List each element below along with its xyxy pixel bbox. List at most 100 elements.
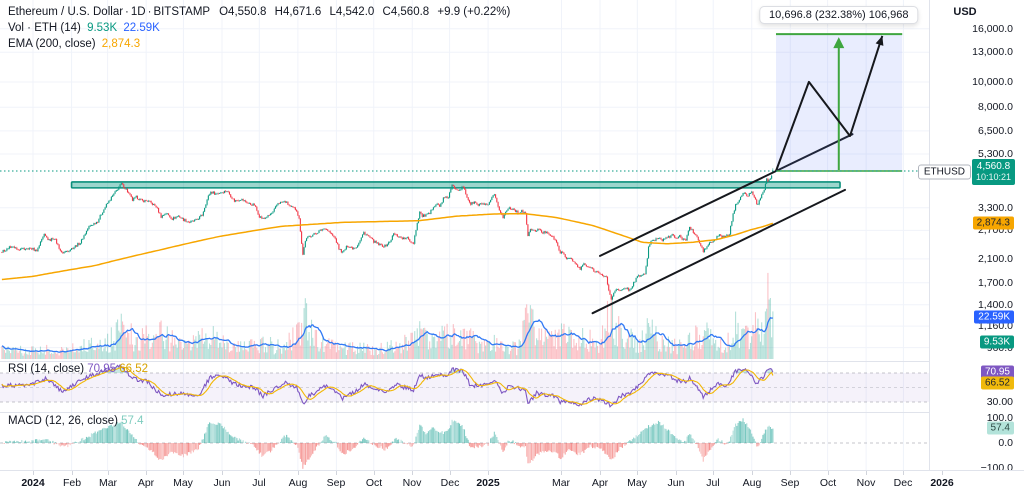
ema-line[interactable] (1, 212, 774, 281)
rsi-ma-line (1, 366, 774, 405)
time-axis-label: Sep (326, 477, 346, 489)
time-tick (298, 471, 299, 475)
last-price-value: 4,560.8 (976, 161, 1011, 172)
price-axis[interactable]: USD 16,000.0 13,000.0 10,000.0 8,000.0 6,500… (917, 0, 1024, 474)
time-axis-label: Jul (706, 477, 720, 489)
candles (1, 168, 774, 301)
time-axis-label: Jun (213, 477, 231, 489)
price-axis-label: 13,000.0 (972, 46, 1013, 58)
time-axis-label: Feb (62, 477, 82, 489)
time-axis-label: 2024 (21, 477, 45, 489)
channel-lower-trendline[interactable] (591, 188, 847, 315)
time-axis-label: Mar (98, 477, 118, 489)
time-axis-label: Jun (667, 477, 685, 489)
symbol-legend-row[interactable]: Ethereum / U.S. Dollar · 1D · BITSTAMP O4,55… (8, 6, 511, 18)
volume-badge: 9.53K (979, 335, 1014, 349)
time-tick (450, 471, 451, 475)
pane-separator[interactable] (0, 412, 1024, 413)
time-tick (33, 471, 34, 475)
ohlc-low: L4,542.0 (329, 6, 375, 18)
time-tick (600, 471, 601, 475)
volume-legend-row[interactable]: Vol · ETH (14) 9.53K 22.59K (8, 20, 510, 36)
grid (0, 0, 943, 470)
symbol-pill: ETHUSD (917, 164, 971, 180)
price-axis-label: 5,300.0 (977, 148, 1013, 160)
rsi-badge: 70.95 (980, 365, 1014, 379)
projection-path-arrow[interactable] (775, 35, 884, 172)
time-tick (866, 471, 867, 475)
last-price-badge: 4,560.8 10:10:21 (971, 159, 1015, 185)
macd-legend-row[interactable]: MACD (12, 26, close) 57.4 (8, 415, 144, 427)
volume-ma-value: 22.59K (123, 22, 160, 34)
time-tick (903, 471, 904, 475)
pane-separator[interactable] (0, 361, 1024, 362)
time-tick (561, 471, 562, 475)
time-tick (488, 471, 489, 475)
time-axis-label: 2026 (930, 477, 954, 489)
currency-label[interactable]: USD (953, 6, 977, 18)
legend: Ethereum / U.S. Dollar · 1D · BITSTAMP O4,55… (8, 4, 510, 52)
time-axis-label: Dec (893, 477, 913, 489)
time-axis-label: Dec (440, 477, 460, 489)
time-axis-label: Oct (819, 477, 837, 489)
time-axis-label: May (627, 477, 647, 489)
time-tick (108, 471, 109, 475)
indicator-axis-label: 30.00 (986, 396, 1013, 408)
time-tick (676, 471, 677, 475)
time-axis-label: Jul (252, 477, 266, 489)
time-tick (336, 471, 337, 475)
rsi-legend-row[interactable]: RSI (14, close) 70.95 66.52 (8, 363, 148, 375)
ema-legend-row[interactable]: EMA (200, close) 2,874.3 (8, 36, 510, 52)
time-tick (752, 471, 753, 475)
macd-badge: 57.4 (986, 421, 1014, 435)
channel-upper-trendline[interactable] (599, 133, 854, 257)
volume-indicator-title: Vol · ETH (14) (8, 22, 81, 34)
time-axis-label: 2025 (476, 477, 500, 489)
time-axis-label: Oct (365, 477, 383, 489)
time-tick (374, 471, 375, 475)
time-tick (146, 471, 147, 475)
time-axis[interactable]: 2024 Feb Mar Apr May Jun Jul Aug Sep Oct Nov Dec 202… (0, 470, 1024, 496)
indicator-axis-label: 100.0 (986, 412, 1013, 424)
ema-value: 2,874.3 (101, 38, 141, 50)
price-axis-label: 3,300.0 (977, 202, 1013, 214)
time-axis-label: Sep (780, 477, 800, 489)
volume-ma-badge: 22.59K (974, 310, 1014, 324)
resistance-zone[interactable] (70, 181, 841, 189)
volume-ma-line (1, 317, 773, 353)
projection-arrow-head (875, 35, 884, 46)
ohlc-high: H4,671.6 (274, 6, 322, 18)
time-tick (72, 471, 73, 475)
countdown-timer: 10:10:21 (975, 172, 1011, 182)
price-axis-label: 2,100.0 (977, 253, 1013, 265)
time-tick (412, 471, 413, 475)
price-range-label[interactable]: 10,696.8 (232.38%) 106,968 (759, 6, 919, 24)
exchange-label: BITSTAMP (153, 6, 210, 18)
ohlc-close: C4,560.8 (382, 6, 430, 18)
volume-value: 9.53K (87, 22, 118, 34)
time-tick (828, 471, 829, 475)
change-label: +9.9 (+0.22%) (437, 6, 511, 18)
time-tick (790, 471, 791, 475)
time-axis-label: May (173, 477, 193, 489)
chart-plot-area[interactable]: Ethereum / U.S. Dollar · 1D · BITSTAMP O4,55… (0, 0, 1024, 470)
symbol-title: Ethereum / U.S. Dollar (8, 6, 124, 18)
rsi-ma-badge: 66.52 (980, 376, 1014, 390)
rsi-band (0, 373, 930, 402)
time-axis-label: Mar (551, 477, 571, 489)
ohlc-open: O4,550.8 (219, 6, 267, 18)
price-chart[interactable] (0, 0, 1024, 470)
macd-indicator-title: MACD (12, 26, close) (8, 415, 118, 427)
time-tick (713, 471, 714, 475)
price-axis-label: 16,000.0 (972, 23, 1013, 35)
time-axis-label: Nov (402, 477, 422, 489)
time-axis-label: Apr (591, 477, 609, 489)
price-axis-label: 1,400.0 (977, 299, 1013, 311)
time-axis-label: Aug (742, 477, 762, 489)
time-tick (222, 471, 223, 475)
time-tick (942, 471, 943, 475)
time-tick (259, 471, 260, 475)
time-axis-label: Nov (856, 477, 876, 489)
indicator-axis-label: 0.0 (998, 437, 1013, 449)
price-axis-label: 8,000.0 (977, 101, 1013, 113)
